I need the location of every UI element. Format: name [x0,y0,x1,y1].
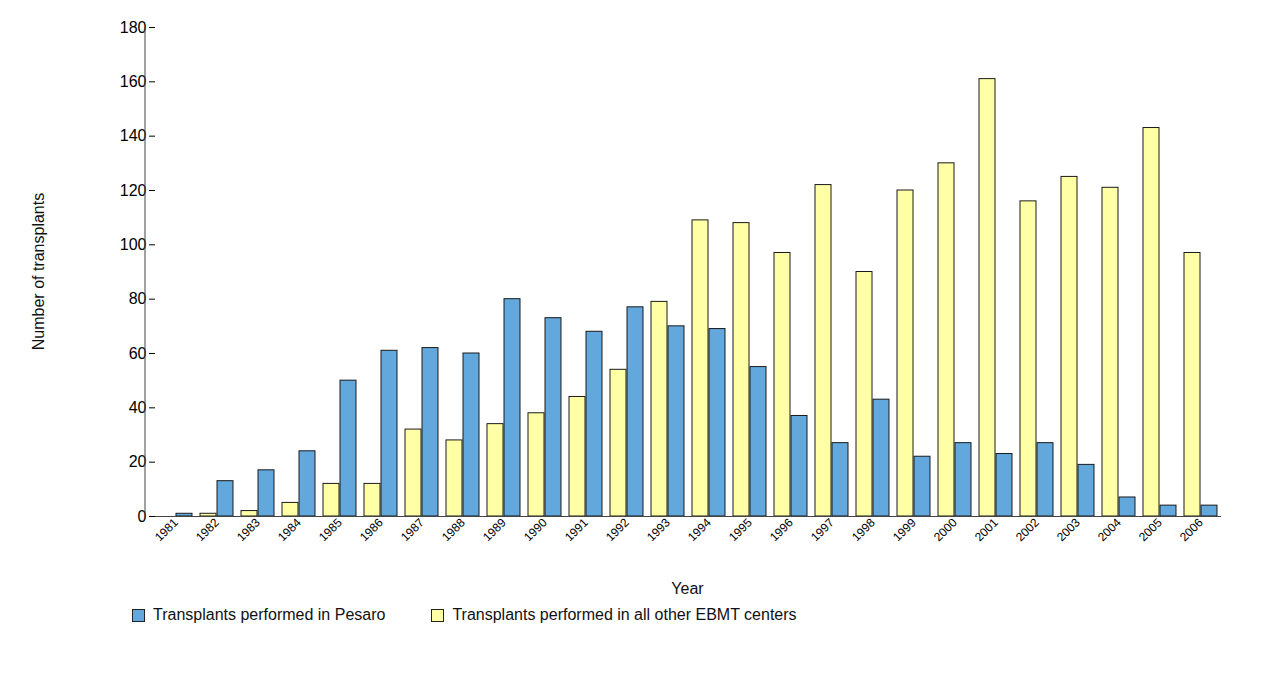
svg-text:1989: 1989 [480,515,509,544]
svg-text:2001: 2001 [972,515,1001,544]
svg-text:0: 0 [137,507,147,525]
svg-text:100: 100 [120,236,147,253]
svg-text:1984: 1984 [275,515,304,544]
svg-text:40: 40 [129,399,147,416]
svg-text:1983: 1983 [234,515,263,544]
svg-text:160: 160 [120,73,147,90]
svg-text:2005: 2005 [1136,515,1165,544]
svg-text:2002: 2002 [1013,515,1042,544]
svg-text:2004: 2004 [1095,515,1124,544]
svg-text:1993: 1993 [644,515,673,544]
svg-text:1999: 1999 [890,515,919,544]
svg-text:1987: 1987 [398,515,427,544]
svg-text:140: 140 [120,127,147,144]
svg-text:2006: 2006 [1177,515,1206,544]
svg-text:1997: 1997 [808,515,837,544]
svg-text:2000: 2000 [931,515,960,544]
svg-text:180: 180 [120,19,147,36]
svg-text:1990: 1990 [521,515,550,544]
svg-text:120: 120 [120,182,147,199]
svg-text:1982: 1982 [193,515,222,544]
svg-text:1981: 1981 [152,515,181,544]
html-text:Transplants performed in Pesar: Transplants performed in Pesaro [153,606,386,623]
svg-text:1985: 1985 [316,515,345,544]
svg-text:1986: 1986 [357,515,386,544]
svg-text:1995: 1995 [726,515,755,544]
svg-text:1991: 1991 [562,515,591,544]
svg-text:80: 80 [129,290,147,307]
svg-text:1994: 1994 [685,515,714,544]
svg-text:60: 60 [129,345,147,362]
svg-text:20: 20 [129,453,147,470]
svg-text:Number of transplants: Number of transplants [30,193,47,350]
svg-text:2003: 2003 [1054,515,1083,544]
svg-text:1992: 1992 [603,515,632,544]
svg-text:1988: 1988 [439,515,468,544]
html-text:Transplants performed in all o: Transplants performed in all other EBMT … [452,606,797,623]
svg-text:Year: Year [671,580,704,597]
svg-text:1996: 1996 [767,515,796,544]
svg-text:1998: 1998 [849,515,878,544]
